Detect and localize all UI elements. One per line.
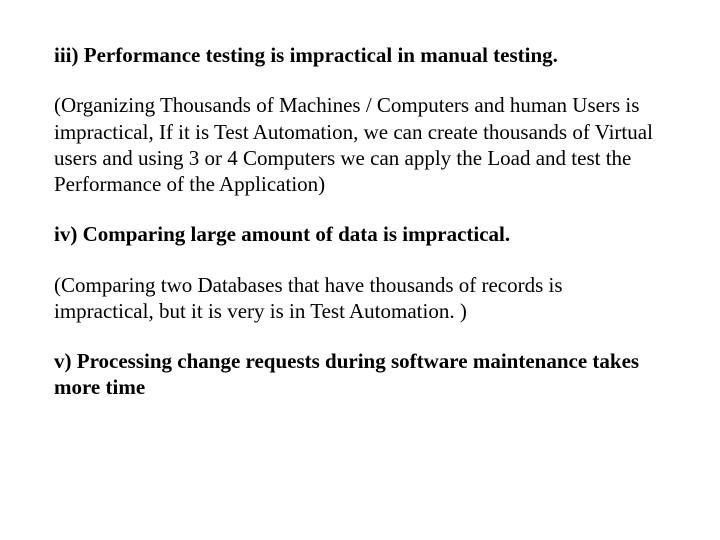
section-heading-iii: iii) Performance testing is impractical … — [54, 42, 666, 68]
section-heading-v: v) Processing change requests during sof… — [54, 348, 666, 401]
section-heading-iv: iv) Comparing large amount of data is im… — [54, 221, 666, 247]
section-body-iii: (Organizing Thousands of Machines / Comp… — [54, 92, 666, 197]
section-body-iv: (Comparing two Databases that have thous… — [54, 272, 666, 325]
